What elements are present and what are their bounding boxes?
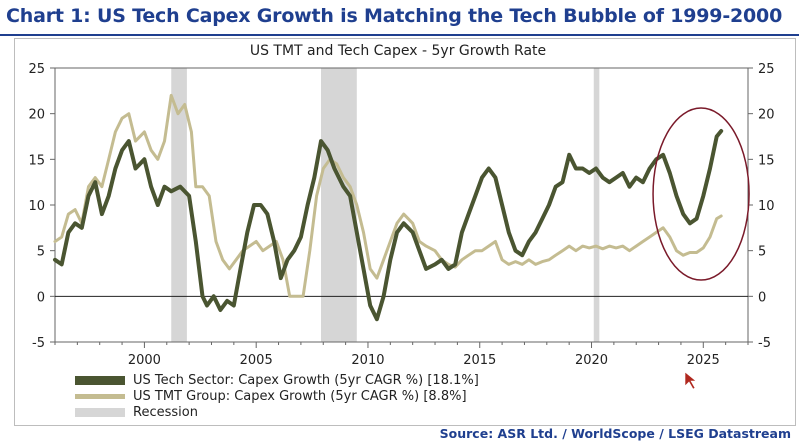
chart-canvas: US TMT and Tech Capex - 5yr Growth Rate … [28, 43, 775, 390]
series-line-tmt [53, 93, 723, 298]
y-tick-label: 15 [28, 153, 45, 168]
x-tick-label: 2015 [463, 353, 496, 368]
recession-band [171, 68, 187, 342]
mouse-cursor-icon [684, 371, 697, 390]
y-tick-label: -5 [32, 336, 45, 351]
legend-item-recession: Recession [75, 404, 198, 420]
y-tick-label-right: 0 [758, 290, 766, 305]
series-lines [53, 93, 724, 322]
y-tick-label: 0 [37, 290, 45, 305]
series-line-tech [53, 129, 724, 322]
y-tick-label-right: 20 [758, 108, 775, 123]
legend-label-tech: US Tech Sector: Capex Growth (5yr CAGR %… [133, 372, 479, 388]
chart-title: US TMT and Tech Capex - 5yr Growth Rate [250, 43, 546, 59]
source-note: Source: ASR Ltd. / WorldScope / LSEG Dat… [439, 426, 791, 441]
y-tick-label: 5 [37, 245, 45, 260]
highlight-ellipse [652, 107, 750, 281]
y-tick-label-right: 5 [758, 245, 766, 260]
chart-heading: Chart 1: US Tech Capex Growth is Matchin… [0, 0, 799, 36]
legend-item-tech: US Tech Sector: Capex Growth (5yr CAGR %… [75, 372, 479, 388]
legend-item-tmt: US TMT Group: Capex Growth (5yr CAGR %) … [75, 388, 467, 404]
x-tick-label: 2010 [351, 353, 384, 368]
y-tick-label-right: -5 [758, 336, 771, 351]
y-tick-label: 20 [28, 108, 45, 123]
x-tick-label: 2000 [128, 353, 161, 368]
heading-underline [0, 34, 799, 36]
y-tick-label-right: 15 [758, 153, 775, 168]
legend-label-tmt: US TMT Group: Capex Growth (5yr CAGR %) … [133, 388, 467, 404]
page-title: Chart 1: US Tech Capex Growth is Matchin… [6, 5, 783, 27]
x-tick-label: 2005 [240, 353, 273, 368]
legend-swatch-recession [75, 407, 125, 417]
legend-swatch-tech [75, 375, 125, 385]
y-tick-label-right: 25 [758, 62, 775, 77]
recession-band [593, 68, 600, 342]
legend-label-recession: Recession [133, 404, 198, 420]
y-tick-label-right: 10 [758, 199, 775, 214]
annotations [652, 107, 750, 390]
legend-swatch-tmt [75, 393, 125, 399]
x-tick-label: 2020 [575, 353, 608, 368]
y-tick-label: 10 [28, 199, 45, 214]
x-tick-label: 2025 [687, 353, 720, 368]
y-tick-label: 25 [28, 62, 45, 77]
chart-panel: US TMT and Tech Capex - 5yr Growth Rate … [14, 38, 796, 426]
